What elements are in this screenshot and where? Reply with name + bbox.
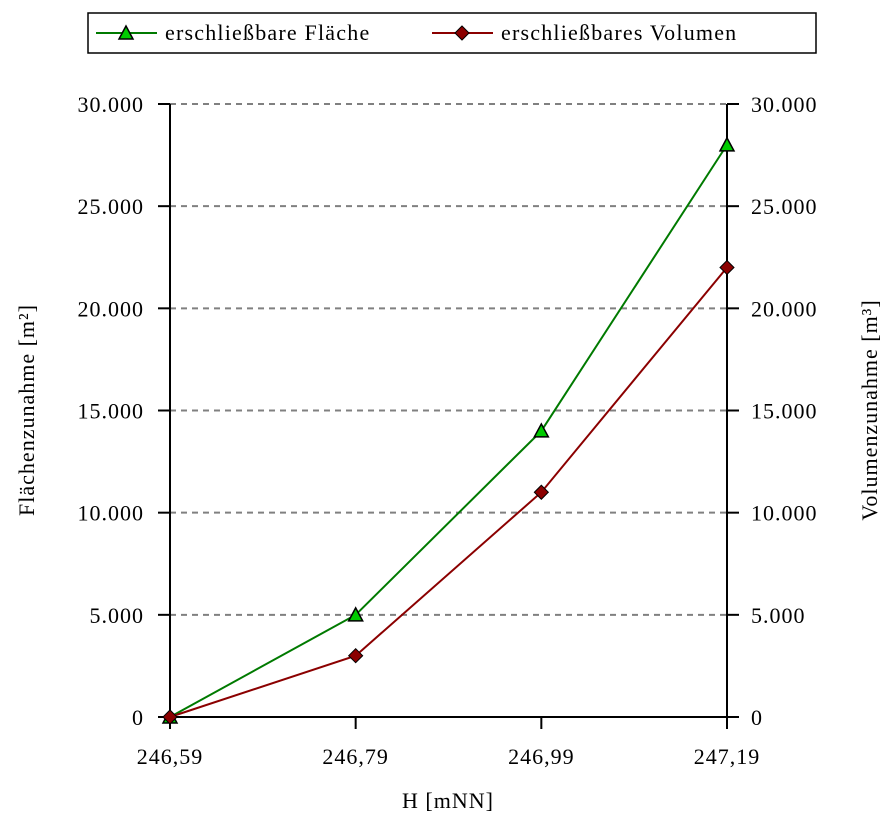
legend-item-area: erschließbare Fläche: [96, 20, 370, 45]
x-tick-label: 246,79: [322, 744, 389, 769]
x-tick-label: 247,19: [694, 744, 761, 769]
series-area: [161, 136, 736, 724]
x-tick-label: 246,99: [508, 744, 575, 769]
y-tick-label-left: 0: [132, 705, 144, 730]
x-axis-ticks: 246,59 246,79 246,99 247,19: [137, 717, 761, 769]
legend-marker-area: [117, 24, 135, 40]
x-axis-title: H [mNN]: [402, 788, 494, 813]
x-tick-label: 246,59: [137, 744, 204, 769]
legend-label-area: erschließbare Fläche: [165, 20, 370, 45]
series-line: [169, 266, 728, 718]
gridlines: [170, 103, 727, 616]
legend-label-volume: erschließbares Volumen: [501, 20, 737, 45]
series-volume: [162, 259, 735, 725]
y-tick-label-left: 30.000: [78, 92, 145, 117]
y-axis-left-title: Flächenzunahme [m²]: [14, 304, 39, 516]
series: [161, 136, 736, 725]
y-tick-label-right: 15.000: [751, 399, 818, 424]
legend-marker-volume: [454, 25, 470, 41]
y-tick-label-right: 10.000: [751, 501, 818, 526]
legend: erschließbare Fläche erschließbares Volu…: [87, 12, 817, 54]
y-axis-right-title: Volumenzunahme [m³]: [857, 299, 882, 520]
data-point-diamond: [347, 647, 364, 664]
y-tick-label-right: 25.000: [751, 194, 818, 219]
series-line: [169, 144, 728, 718]
y-tick-label-left: 5.000: [90, 603, 145, 628]
y-tick-label-right: 30.000: [751, 92, 818, 117]
y-tick-label-left: 25.000: [78, 194, 145, 219]
data-point-triangle: [533, 422, 550, 438]
y-tick-label-left: 15.000: [78, 399, 145, 424]
data-point-diamond: [533, 484, 550, 500]
y-axis-right-ticks: 0 5.000 10.000 15.000 20.000 25.000 30.000: [727, 92, 818, 730]
y-tick-label-right: 20.000: [751, 296, 818, 321]
y-tick-label-right: 5.000: [751, 603, 806, 628]
data-point-diamond: [719, 259, 735, 276]
data-point-triangle: [718, 136, 736, 152]
data-point-diamond: [162, 709, 178, 725]
y-tick-label-left: 10.000: [78, 501, 145, 526]
legend-item-volume: erschließbares Volumen: [432, 20, 737, 45]
y-tick-label-left: 20.000: [78, 296, 145, 321]
data-point-triangle: [347, 606, 364, 622]
y-tick-label-right: 0: [751, 705, 763, 730]
y-axis-left-ticks: 0 5.000 10.000 15.000 20.000 25.000 30.000: [78, 92, 170, 730]
